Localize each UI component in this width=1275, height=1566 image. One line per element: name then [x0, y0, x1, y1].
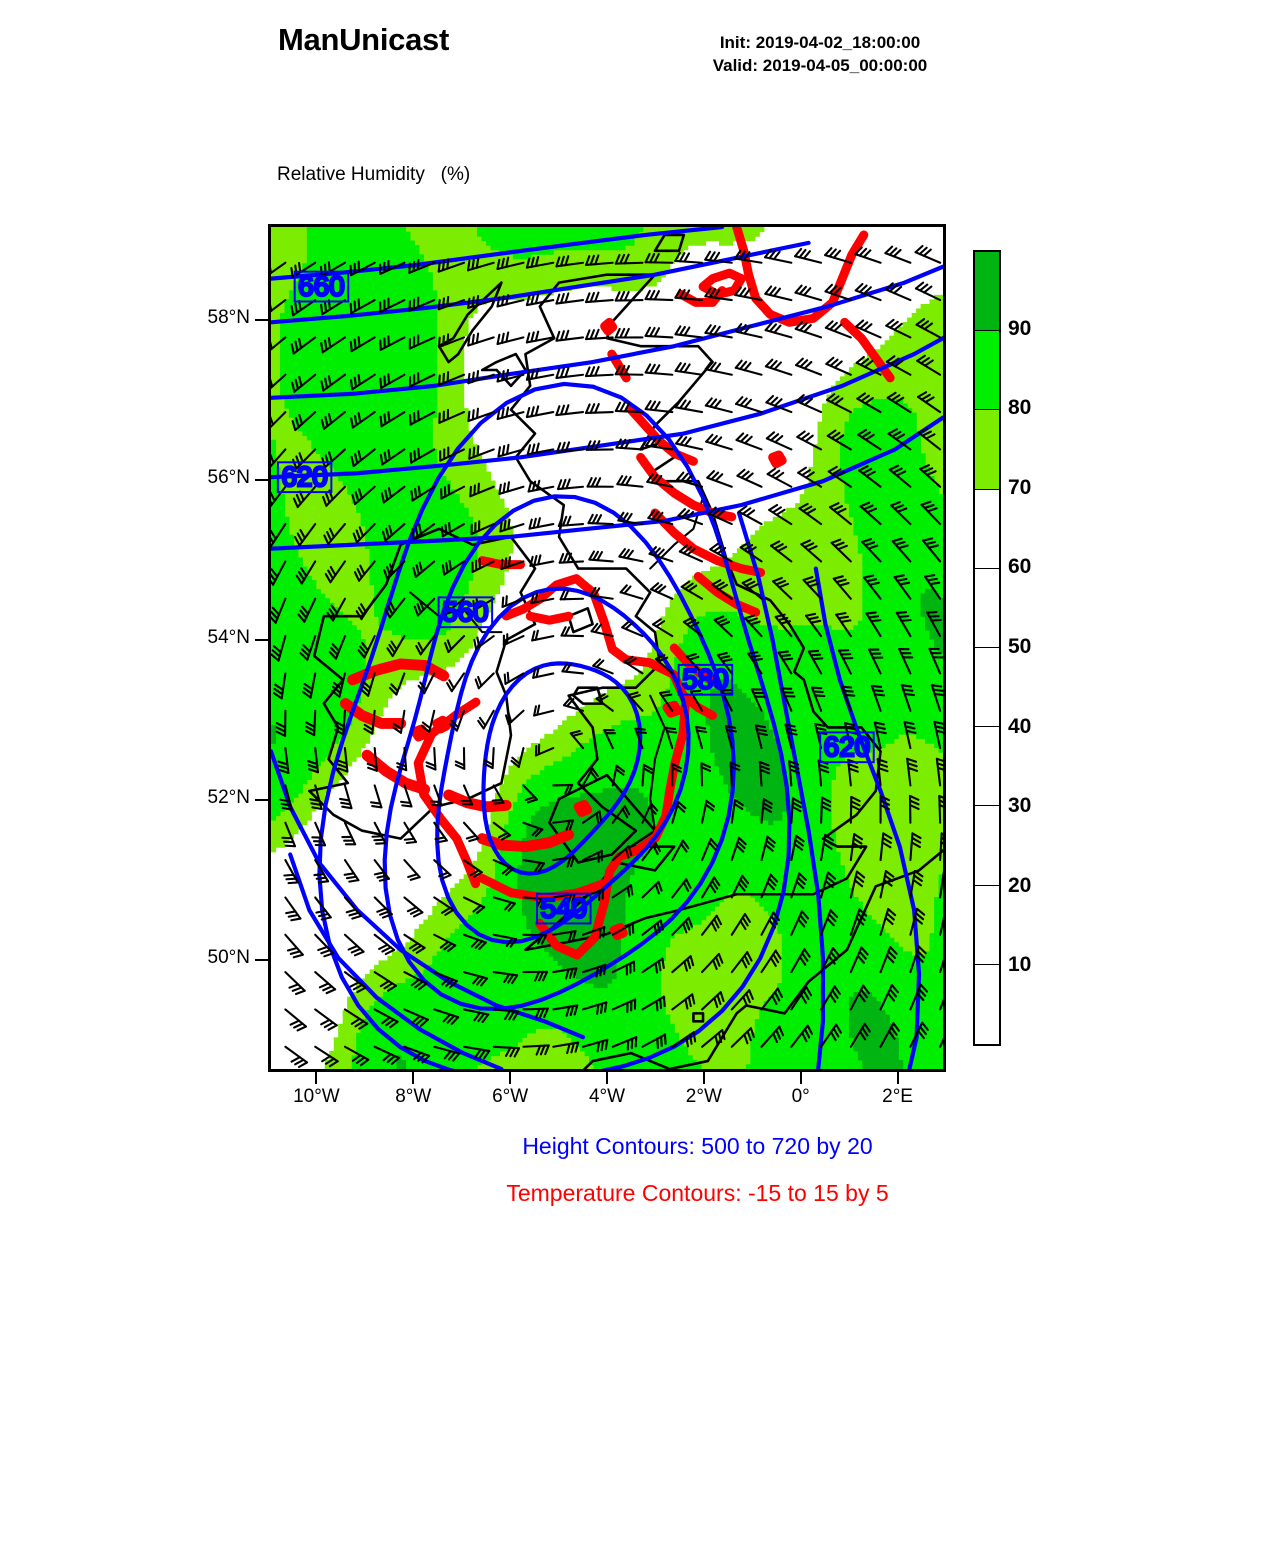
colorbar-cell-70-80: [975, 410, 999, 490]
x-tick: [412, 1072, 415, 1084]
colorbar-cell-90-100: [975, 252, 999, 332]
x-tick-label-5: 0°: [791, 1086, 810, 1107]
colorbar-cell-30-40: [975, 727, 999, 807]
y-tick-label-0: 50°N: [207, 947, 250, 968]
x-tick: [315, 1072, 318, 1084]
x-tick-label-2: 6°W: [492, 1086, 529, 1107]
y-tick: [255, 479, 268, 481]
valid-time-label: Valid: 2019-04-05_00:00:00: [712, 55, 928, 75]
x-tick-label-6: 2°E: [882, 1086, 913, 1107]
y-tick: [255, 319, 268, 321]
colorbar-cell-60-70: [975, 489, 999, 569]
colorbar-label-60: 60: [1008, 555, 1032, 579]
x-tick-label-0: 10°W: [293, 1086, 340, 1107]
svg-text:560: 560: [442, 596, 488, 627]
x-tick: [606, 1072, 608, 1084]
svg-text:620: 620: [824, 731, 870, 762]
colorbar-label-50: 50: [1008, 635, 1032, 658]
run-time-block: Init: 2019-04-02_18:00:00 Valid: 2019-04…: [680, 32, 960, 78]
colorbar-cell-80-90: [975, 331, 999, 411]
colorbar-label-90: 90: [1008, 316, 1032, 340]
variable-line-humidity: Relative Humidity (%): [277, 164, 471, 186]
colorbar-label-30: 30: [1008, 794, 1032, 818]
humidity-colorbar[interactable]: [973, 250, 1001, 1046]
x-tick: [509, 1072, 512, 1084]
temperature-contour-legend: Temperature Contours: -15 to 15 by 5: [506, 1180, 889, 1206]
x-tick: [896, 1072, 899, 1084]
svg-text:540: 540: [541, 892, 587, 923]
app-title: ManUnicast: [278, 22, 449, 57]
x-tick-label-3: 4°W: [588, 1086, 626, 1107]
colorbar-label-40: 40: [1008, 714, 1032, 738]
init-time-label: Init: 2019-04-02_18:00:00: [719, 33, 921, 52]
x-tick: [702, 1072, 705, 1084]
height-contour-legend: Height Contours: 500 to 720 by 20: [522, 1133, 873, 1159]
map-plot-area[interactable]: 660 620 560 580 620 540: [268, 224, 946, 1072]
temperature-contour-layer: [339, 227, 895, 960]
svg-text:660: 660: [298, 270, 344, 301]
y-tick-label-1: 52°N: [207, 787, 250, 808]
y-tick: [255, 639, 268, 641]
y-tick-label-2: 54°N: [207, 627, 250, 648]
wind-barb-layer: [271, 244, 943, 1069]
svg-text:580: 580: [682, 664, 728, 695]
colorbar-cell-10-20: [975, 885, 999, 965]
colorbar-label-20: 20: [1008, 873, 1032, 897]
colorbar-cell-0-10: [975, 964, 999, 1044]
x-tick-label-4: 2°W: [685, 1086, 722, 1107]
svg-text:620: 620: [281, 461, 327, 492]
weather-map-canvas: 660 620 560 580 620 540: [271, 227, 943, 1069]
x-tick: [799, 1072, 802, 1084]
colorbar-label-80: 80: [1008, 396, 1032, 420]
colorbar-label-10: 10: [1008, 953, 1032, 977]
relative-humidity-shading: [271, 227, 943, 1069]
y-tick-label-4: 58°N: [207, 307, 250, 328]
height-contour-labels: 660 620 560 580 620 540: [276, 269, 875, 925]
colorbar-label-70: 70: [1008, 475, 1032, 499]
y-tick-label-3: 56°N: [207, 467, 250, 488]
y-tick: [255, 799, 268, 801]
y-tick: [255, 959, 268, 961]
colorbar-cell-20-30: [975, 806, 999, 886]
x-tick-label-1: 8°W: [395, 1086, 432, 1107]
colorbar-cell-50-60: [975, 568, 999, 648]
colorbar-cell-40-50: [975, 647, 999, 728]
